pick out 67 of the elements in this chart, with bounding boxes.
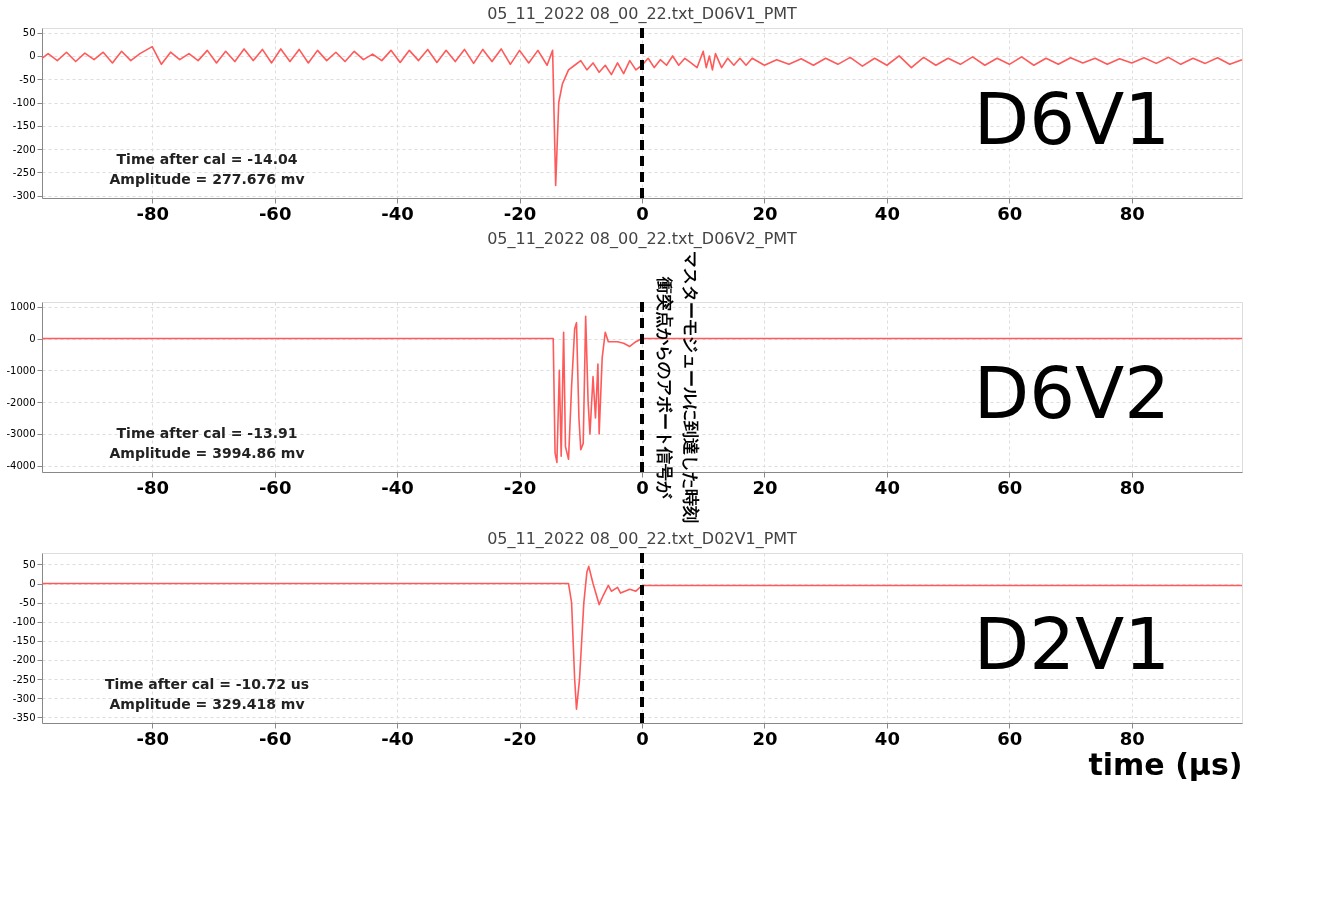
- x-tick-label: -40: [381, 202, 414, 224]
- y-tick-label: -250: [12, 166, 36, 178]
- x-tick-label: 80: [1119, 476, 1145, 498]
- x-tick-label: -20: [503, 202, 537, 224]
- line-series: [41, 565, 1243, 711]
- y-tick-label: -150: [12, 120, 36, 132]
- chart-title: 05_11_2022 08_00_22.txt_D06V1_PMT: [487, 4, 798, 24]
- x-tick-label: -20: [503, 476, 537, 498]
- x-tick-label: -80: [136, 727, 169, 749]
- y-tick-label: -200: [12, 143, 36, 155]
- annotation: Amplitude = 277.676 mv: [109, 171, 305, 187]
- y-tick-label: -350: [12, 711, 36, 723]
- x-tick-label: 0: [636, 727, 649, 749]
- x-tick-label: -60: [258, 202, 292, 224]
- y-tick-label: -1000: [6, 364, 36, 376]
- x-tick-label: -60: [258, 727, 292, 749]
- y-tick-label: -300: [12, 692, 36, 704]
- x-axis-title: time (μs): [1088, 746, 1243, 782]
- x-tick-label: 80: [1119, 202, 1145, 224]
- y-tick-label: -2000: [6, 396, 36, 408]
- annotation: D6V1: [973, 76, 1171, 161]
- y-tick-label: -150: [12, 635, 36, 647]
- chart-title: 05_11_2022 08_00_22.txt_D06V2_PMT: [487, 229, 798, 249]
- annotation: D6V2: [973, 350, 1171, 435]
- x-tick-label: -40: [381, 476, 414, 498]
- line-series: [41, 45, 1243, 187]
- x-tick-label: -40: [381, 727, 414, 749]
- x-tick-label: 0: [636, 476, 649, 498]
- annotation: Amplitude = 3994.86 mv: [109, 445, 305, 461]
- annotation: Time after cal = -14.04: [116, 151, 298, 167]
- y-tick-label: 0: [29, 578, 36, 590]
- annotation: D2V1: [973, 601, 1171, 686]
- y-tick-label: 0: [29, 50, 36, 62]
- chart-title: 05_11_2022 08_00_22.txt_D02V1_PMT: [487, 529, 798, 549]
- x-tick-label: 0: [636, 202, 649, 224]
- x-tick-label: -80: [136, 476, 169, 498]
- y-tick-label: -100: [12, 616, 36, 628]
- annotation: Amplitude = 329.418 mv: [109, 696, 305, 712]
- y-tick-label: -4000: [6, 460, 36, 472]
- x-tick-label: -60: [258, 476, 292, 498]
- x-tick-label: 60: [997, 476, 1023, 498]
- y-tick-label: -50: [19, 597, 36, 609]
- y-tick-label: -50: [19, 73, 36, 85]
- x-tick-label: 60: [997, 727, 1023, 749]
- x-tick-label: 40: [874, 476, 900, 498]
- x-tick-label: 80: [1119, 727, 1145, 749]
- y-tick-label: 50: [22, 558, 36, 570]
- x-tick-label: -80: [136, 202, 169, 224]
- annotation: Time after cal = -13.91: [116, 425, 298, 441]
- x-tick-label: 20: [752, 202, 778, 224]
- x-tick-label: 20: [752, 727, 778, 749]
- y-tick-label: 0: [29, 333, 36, 345]
- y-tick-label: -250: [12, 673, 36, 685]
- x-tick-label: -20: [503, 727, 537, 749]
- ref-line-label: 衝突点からのアボート信号が: [655, 275, 675, 499]
- x-tick-label: 40: [874, 202, 900, 224]
- y-tick-label: 1000: [10, 301, 36, 313]
- y-tick-label: -3000: [6, 428, 36, 440]
- y-tick-label: 50: [22, 27, 36, 39]
- x-tick-label: 60: [997, 202, 1023, 224]
- annotation: マスターモジュールに到達した時刻: [681, 251, 701, 523]
- y-tick-label: -100: [12, 97, 36, 109]
- x-tick-label: 40: [874, 727, 900, 749]
- y-tick-label: -200: [12, 654, 36, 666]
- annotation: Time after cal = -10.72 us: [104, 676, 310, 692]
- x-tick-label: 20: [752, 476, 778, 498]
- y-tick-label: -300: [12, 190, 36, 202]
